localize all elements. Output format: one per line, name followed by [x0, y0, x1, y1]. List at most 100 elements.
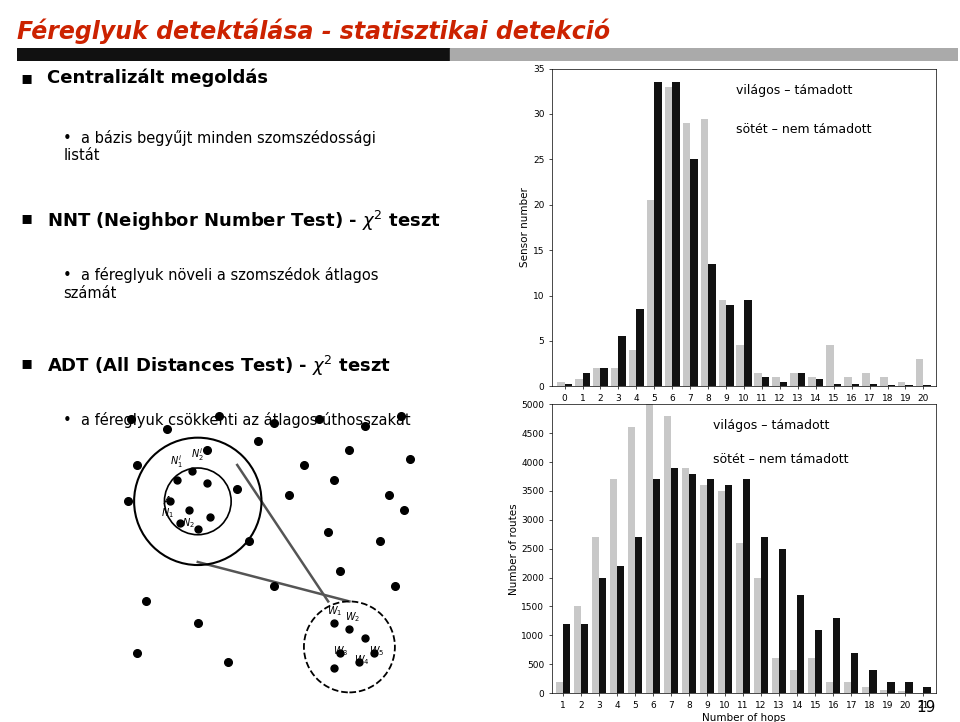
Text: $N_1$: $N_1$: [161, 505, 174, 520]
Text: •  a bázis begyűjt minden szomszédossági
listát: • a bázis begyűjt minden szomszédossági …: [63, 130, 376, 163]
Bar: [718, 491, 725, 693]
Bar: [663, 416, 671, 693]
Text: $A$: $A$: [163, 494, 172, 506]
Text: ▪: ▪: [20, 209, 33, 227]
Bar: [653, 479, 660, 693]
Bar: [773, 377, 780, 386]
Bar: [635, 537, 642, 693]
Bar: [790, 670, 797, 693]
Bar: [450, 48, 958, 61]
Bar: [591, 537, 599, 693]
Bar: [833, 618, 840, 693]
Bar: [563, 624, 570, 693]
Bar: [726, 305, 733, 386]
Text: világos – támadott: világos – támadott: [713, 419, 829, 432]
Bar: [575, 379, 583, 386]
Bar: [852, 384, 859, 386]
Text: Centralizált megoldás: Centralizált megoldás: [47, 69, 268, 87]
Bar: [870, 670, 876, 693]
Bar: [736, 543, 743, 693]
Bar: [761, 537, 768, 693]
Text: NNT (Neighbor Number Test) - $\chi^2$ teszt: NNT (Neighbor Number Test) - $\chi^2$ te…: [47, 209, 441, 233]
Bar: [833, 383, 841, 386]
Bar: [827, 345, 833, 386]
Bar: [708, 264, 715, 386]
Text: 19: 19: [917, 700, 936, 715]
Text: $W_4$: $W_4$: [353, 653, 370, 666]
Bar: [862, 687, 870, 693]
Bar: [574, 606, 581, 693]
Text: Féreglyuk detektálása - statisztikai detekció: Féreglyuk detektálása - statisztikai det…: [17, 18, 611, 43]
Bar: [683, 123, 690, 386]
Bar: [557, 382, 564, 386]
Bar: [583, 373, 590, 386]
Bar: [664, 87, 672, 386]
Text: világos – támadott: világos – támadott: [736, 84, 852, 97]
Bar: [647, 200, 655, 386]
Bar: [610, 479, 617, 693]
Bar: [743, 479, 751, 693]
Bar: [862, 373, 870, 386]
Bar: [599, 578, 606, 693]
Bar: [690, 160, 698, 386]
Y-axis label: Sensor number: Sensor number: [520, 188, 530, 267]
Text: ADT (All Distances Test) - $\chi^2$ teszt: ADT (All Distances Test) - $\chi^2$ tesz…: [47, 354, 392, 378]
Bar: [629, 350, 636, 386]
Bar: [826, 682, 833, 693]
Bar: [772, 658, 780, 693]
Bar: [682, 468, 689, 693]
Bar: [689, 474, 696, 693]
Bar: [744, 300, 752, 386]
Bar: [798, 373, 805, 386]
Bar: [844, 377, 852, 386]
Bar: [618, 336, 626, 386]
X-axis label: Neighbor number: Neighbor number: [698, 406, 790, 416]
Text: sötét – nem támadott: sötét – nem támadott: [736, 123, 872, 136]
X-axis label: Number of hops: Number of hops: [702, 713, 786, 722]
Text: $W_2$: $W_2$: [345, 610, 360, 624]
Bar: [924, 687, 930, 693]
Bar: [754, 578, 761, 693]
Bar: [725, 485, 732, 693]
Text: $N_2^i$: $N_2^i$: [191, 447, 204, 464]
Bar: [556, 682, 563, 693]
Bar: [17, 48, 450, 61]
Text: $N_1^i$: $N_1^i$: [170, 453, 183, 469]
Bar: [718, 300, 726, 386]
Text: $W_1$: $W_1$: [326, 604, 342, 618]
Bar: [646, 404, 653, 693]
Bar: [899, 692, 905, 693]
Text: sötét – nem támadott: sötét – nem támadott: [713, 453, 849, 466]
Bar: [762, 377, 770, 386]
Bar: [628, 427, 635, 693]
Y-axis label: Number of routes: Number of routes: [509, 503, 518, 594]
Bar: [816, 379, 824, 386]
Bar: [815, 630, 823, 693]
Bar: [655, 82, 661, 386]
Bar: [672, 82, 680, 386]
Text: $N_2$: $N_2$: [182, 516, 195, 530]
Text: •  a féreglyuk növeli a szomszédok átlagos
számát: • a féreglyuk növeli a szomszédok átlago…: [63, 267, 379, 300]
Bar: [736, 345, 744, 386]
Bar: [905, 682, 913, 693]
Bar: [600, 368, 608, 386]
Bar: [700, 485, 708, 693]
Bar: [780, 382, 787, 386]
Bar: [870, 384, 877, 386]
Bar: [617, 566, 624, 693]
Bar: [564, 384, 572, 386]
Text: •  a féreglyuk csökkenti az átlagos úthosszakat: • a féreglyuk csökkenti az átlagos úthos…: [63, 412, 411, 427]
Bar: [844, 682, 852, 693]
Bar: [852, 653, 858, 693]
Bar: [755, 373, 762, 386]
Text: ▪: ▪: [20, 69, 33, 87]
Bar: [916, 359, 924, 386]
Bar: [593, 368, 600, 386]
Text: ▪: ▪: [20, 354, 33, 372]
Bar: [636, 309, 644, 386]
Bar: [808, 377, 816, 386]
Bar: [790, 373, 798, 386]
Bar: [898, 382, 905, 386]
Bar: [581, 624, 588, 693]
Bar: [797, 595, 804, 693]
